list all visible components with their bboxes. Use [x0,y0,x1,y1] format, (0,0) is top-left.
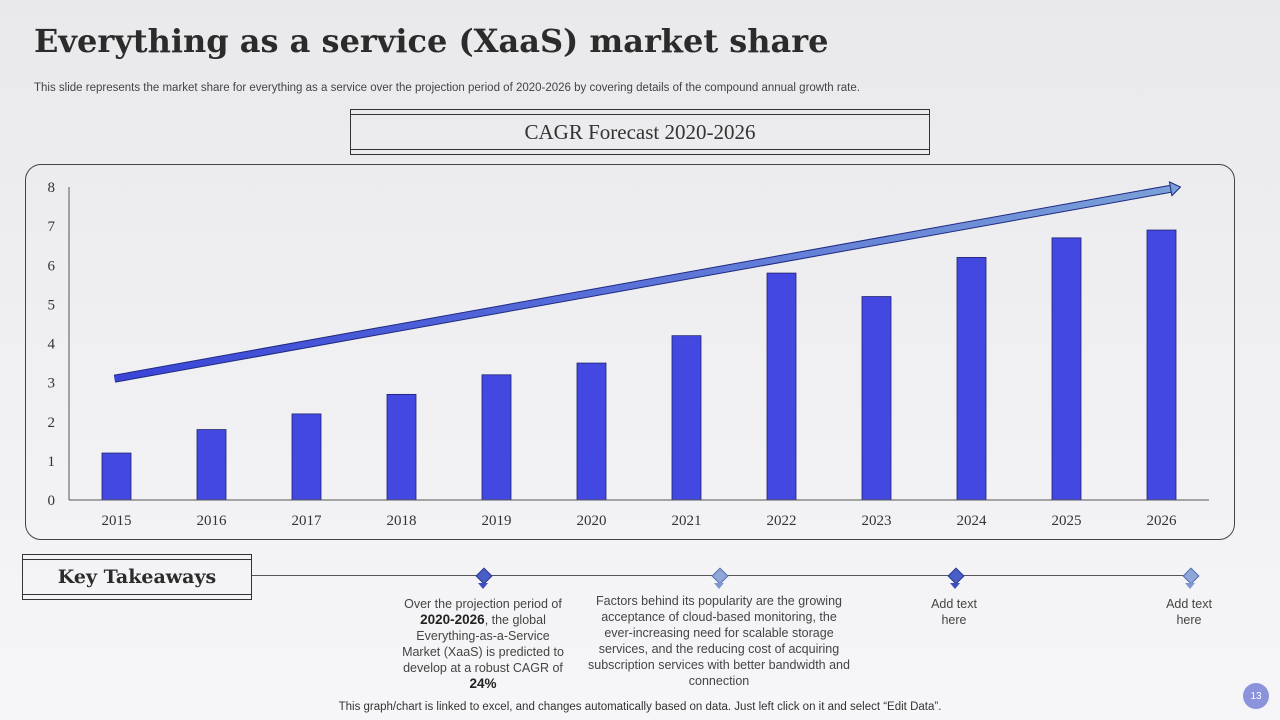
takeaway-1-years: 2020-2026 [420,612,485,627]
takeaway-4: Add text here [1166,597,1212,627]
x-tick-label: 2025 [1052,513,1082,529]
chart-title: CAGR Forecast 2020-2026 [524,119,756,144]
takeaway-1-cagr: 24% [469,676,497,691]
chart-title-box: CAGR Forecast 2020-2026 [350,109,930,155]
takeaway-1-pre: Over the projection period of [404,597,562,611]
timeline-marker-4-icon [1182,567,1200,585]
bar-chart[interactable]: 0 1 2 3 4 5 6 7 8 2015 2016 2017 2018 2019 2020 2021 20… [26,165,1234,539]
x-tick-label: 2017 [292,513,323,529]
y-tick-label: 1 [48,454,56,470]
bar-2016[interactable] [196,429,227,501]
timeline-chevron-3-icon [950,583,960,589]
x-tick-label: 2018 [387,513,417,529]
bar-2018[interactable] [386,393,417,501]
trend-arrow-shaft [113,185,1172,382]
bar-2023[interactable] [861,296,892,501]
takeaway-3: Add text here [931,597,977,627]
chart-frame: 0 1 2 3 4 5 6 7 8 2015 2016 2017 2018 2019 2020 2021 20… [25,164,1235,540]
y-tick-label: 7 [48,219,56,235]
timeline-marker-1-icon [475,567,493,585]
bar-2026[interactable] [1146,229,1177,501]
x-tick-label: 2022 [767,513,797,529]
x-tick-label: 2024 [957,513,988,529]
takeaway-2: Factors behind its popularity are the gr… [588,594,850,688]
x-tick-label: 2023 [862,513,892,529]
slide-subtitle: This slide represents the market share f… [34,82,860,94]
y-tick-label: 5 [48,297,56,313]
x-tick-label: 2019 [482,513,512,529]
bar-2022[interactable] [766,272,797,501]
takeaway-1-mid: , the global Everything-as-a-Service Mar… [402,613,564,675]
takeaway-1: Over the projection period of 2020-2026,… [402,596,564,692]
timeline-chevron-2-icon [714,583,724,589]
bar-2025[interactable] [1051,237,1082,501]
key-takeaways-heading: Key Takeaways [57,566,217,588]
bar-2024[interactable] [956,257,987,501]
timeline-chevron-4-icon [1185,583,1195,589]
y-tick-label: 6 [48,258,56,274]
bar-2019[interactable] [481,374,512,501]
slide-title: Everything as a service (XaaS) market sh… [34,22,829,60]
bar-2021[interactable] [671,335,702,501]
timeline-chevron-1-icon [478,583,488,589]
timeline-marker-2-icon [711,567,729,585]
bar-2020[interactable] [576,362,607,501]
x-tick-label: 2016 [197,513,228,529]
bar-2015[interactable] [101,452,132,501]
x-tick-label: 2021 [672,513,702,529]
y-tick-label: 4 [48,337,56,353]
y-tick-label: 3 [48,376,56,392]
x-tick-label: 2020 [577,513,607,529]
y-tick-label: 0 [48,493,56,509]
bar-2017[interactable] [291,413,322,501]
trend-arrow-head-icon [1168,181,1182,197]
footnote: This graph/chart is linked to excel, and… [338,701,942,713]
x-tick-label: 2026 [1147,513,1178,529]
timeline-marker-3-icon [947,567,965,585]
y-tick-label: 2 [48,415,56,431]
x-tick-label: 2015 [102,513,132,529]
key-takeaways-box: Key Takeaways [22,554,252,600]
page-number-badge: 13 [1243,683,1269,709]
y-tick-label: 8 [48,180,56,196]
